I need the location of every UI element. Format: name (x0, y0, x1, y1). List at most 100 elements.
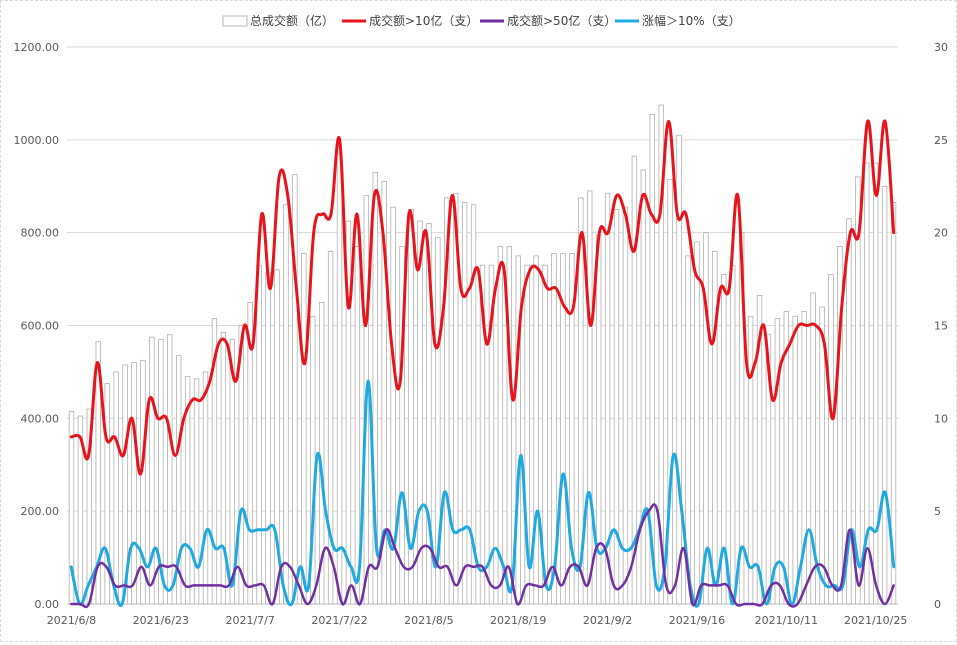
x-tick-label: 2021/7/7 (225, 614, 274, 627)
turnover-bar (345, 220, 352, 605)
turnover-bar (461, 202, 468, 605)
legend-item: 涨幅＞10%（支） (615, 13, 741, 28)
x-tick-label: 2021/8/5 (404, 614, 453, 627)
x-tick-label: 2021/9/16 (669, 614, 725, 627)
turnover-bar (229, 339, 235, 605)
over-10b-line (69, 119, 896, 476)
total-turnover-bars (68, 104, 897, 605)
y-left-tick-label: 800.00 (21, 227, 60, 240)
y-left-tick-label: 600.00 (21, 320, 60, 333)
turnover-bar (149, 336, 155, 605)
turnover-bar (167, 334, 173, 605)
turnover-bar (524, 264, 530, 605)
turnover-bar (220, 332, 227, 605)
legend-item: 成交额>50亿（支） (480, 13, 616, 28)
x-tick-label: 2021/10/25 (844, 614, 907, 627)
turnover-bar (274, 269, 280, 605)
y-right-tick-label: 15 (934, 320, 948, 333)
turnover-bar (301, 253, 307, 605)
turnover-bar (730, 264, 736, 605)
legend-label: 成交额>50亿（支） (507, 13, 616, 28)
turnover-bar (774, 318, 781, 605)
turnover-bar (649, 113, 655, 605)
turnover-bar (622, 206, 629, 605)
turnover-bar (497, 246, 504, 605)
turnover-bar (533, 255, 539, 605)
turnover-bar (828, 274, 834, 605)
turnover-bar (569, 253, 575, 605)
legend-label: 涨幅＞10%（支） (642, 13, 741, 28)
turnover-bar (193, 378, 200, 605)
turnover-bar (810, 292, 816, 605)
turnover-bar (667, 178, 673, 605)
turnover-bar (113, 371, 119, 605)
turnover-bar (256, 264, 262, 605)
y-right-tick-label: 10 (934, 412, 948, 425)
turnover-bar (158, 339, 164, 605)
turnover-bar (872, 162, 879, 605)
turnover-bar (890, 202, 897, 605)
turnover-bar (587, 190, 593, 605)
legend-item: 总成交额（亿） (222, 13, 334, 28)
turnover-bar (399, 246, 405, 605)
y-right-tick-label: 25 (934, 134, 948, 147)
turnover-bar (881, 185, 888, 605)
over-10pct-line (69, 379, 896, 608)
turnover-bar (864, 162, 870, 605)
turnover-bar (453, 192, 459, 605)
turnover-bar (756, 294, 763, 605)
turnover-bar (354, 246, 361, 605)
turnover-bar (104, 383, 110, 605)
x-tick-label: 2021/6/23 (133, 614, 189, 627)
turnover-bar (613, 209, 620, 605)
turnover-bar (479, 264, 486, 605)
turnover-bar (292, 174, 298, 605)
y-right-tick-label: 0 (934, 598, 941, 611)
turnover-bar (685, 255, 691, 605)
turnover-bar (444, 197, 450, 605)
turnover-bar (783, 311, 789, 605)
turnover-bar (131, 362, 137, 605)
x-tick-label: 2021/6/8 (47, 614, 96, 627)
y-left-tick-label: 1000.00 (14, 134, 60, 147)
y-left-tick-label: 400.00 (21, 412, 60, 425)
turnover-bar (631, 155, 638, 605)
turnover-bar (846, 218, 852, 605)
turnover-bar (658, 104, 664, 605)
turnover-bar (488, 264, 495, 605)
turnover-bar (560, 253, 566, 605)
over-50b-line (70, 503, 895, 609)
turnover-bar (551, 253, 557, 605)
turnover-bar (336, 153, 343, 605)
turnover-bar (247, 301, 253, 605)
turnover-bar (604, 192, 611, 605)
x-tick-label: 2021/10/11 (755, 614, 818, 627)
turnover-bar (435, 236, 441, 605)
turnover-bar (801, 311, 807, 605)
y-right-tick-label: 30 (934, 41, 948, 54)
turnover-bar (426, 223, 432, 605)
legend: 总成交额（亿） 成交额>10亿（支） 成交额>50亿（支） 涨幅＞10%（支） (222, 13, 741, 28)
turnover-bar (202, 371, 209, 605)
turnover-bar (283, 204, 289, 605)
y-left-tick-label: 200.00 (21, 505, 60, 518)
turnover-bar (417, 220, 423, 605)
turnover-bar (390, 206, 396, 605)
turnover-bar (792, 315, 798, 605)
turnover-bar (470, 204, 477, 605)
turnover-bar (122, 364, 128, 605)
turnover-bar (372, 171, 378, 605)
turnover-bar (640, 169, 647, 605)
turnover-bar (542, 264, 548, 605)
turnover-bar (694, 241, 700, 605)
turnover-bar (95, 341, 101, 605)
x-tick-label: 2021/8/19 (490, 614, 546, 627)
turnover-bar (211, 318, 218, 605)
turnover-bar (238, 325, 244, 605)
x-tick-label: 2021/9/2 (583, 614, 632, 627)
legend-item: 成交额>10亿（支） (342, 13, 478, 28)
y-right-tick-label: 5 (934, 505, 941, 518)
turnover-bar (855, 176, 861, 605)
